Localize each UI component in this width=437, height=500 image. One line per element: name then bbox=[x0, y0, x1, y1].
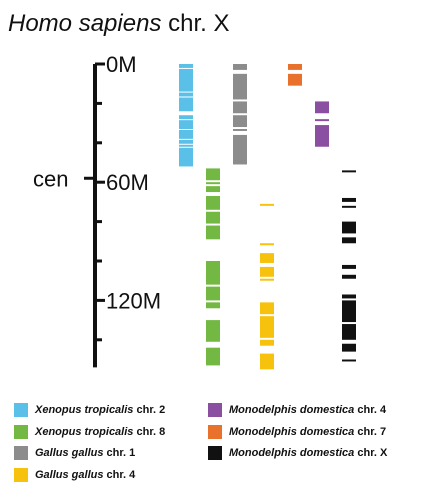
synteny-block bbox=[233, 64, 247, 70]
synteny-block bbox=[179, 139, 193, 144]
synteny-block bbox=[342, 205, 356, 208]
synteny-block bbox=[260, 339, 274, 346]
synteny-block bbox=[233, 73, 247, 100]
synteny-block bbox=[260, 243, 274, 246]
synteny-block bbox=[315, 101, 329, 114]
synteny-block bbox=[342, 197, 356, 202]
synteny-block bbox=[288, 73, 302, 86]
synteny-block bbox=[342, 294, 356, 299]
synteny-block bbox=[342, 343, 356, 352]
synteny-block bbox=[206, 211, 220, 224]
legend-item-xtrop2: Xenopus tropicalis chr. 2 bbox=[14, 403, 165, 417]
synteny-block bbox=[260, 302, 274, 315]
synteny-block bbox=[342, 359, 356, 362]
axis-tick-label: 60M bbox=[106, 170, 149, 195]
track-mdom4 bbox=[315, 101, 329, 147]
synteny-block bbox=[342, 237, 356, 244]
track-xtrop8 bbox=[206, 168, 220, 366]
synteny-block bbox=[206, 320, 220, 342]
synteny-block bbox=[206, 195, 220, 210]
legend-swatch bbox=[208, 446, 222, 460]
legend-species: Monodelphis domestica bbox=[229, 404, 355, 416]
legend-species: Gallus gallus bbox=[35, 468, 104, 481]
centromere-label: cen bbox=[33, 166, 68, 191]
synteny-block bbox=[233, 134, 247, 165]
title-species: Homo sapiens bbox=[8, 10, 162, 37]
synteny-block bbox=[206, 182, 220, 185]
legend-species: Monodelphis domestica bbox=[229, 447, 355, 459]
axis-tick-label: 120M bbox=[106, 288, 161, 313]
synteny-block bbox=[179, 115, 193, 120]
synteny-block bbox=[179, 97, 193, 112]
synteny-block bbox=[179, 92, 193, 97]
synteny-block bbox=[233, 101, 247, 114]
legend-chromosome: chr. 4 bbox=[103, 468, 136, 481]
synteny-block bbox=[260, 316, 274, 338]
figure-title: Homo sapiens chr. X bbox=[8, 10, 229, 38]
synteny-ideogram: 0M 60M 120M cen bbox=[33, 52, 356, 370]
legend-swatch bbox=[14, 467, 28, 482]
synteny-block bbox=[342, 264, 356, 269]
legend-item-xtrop8: Xenopus tropicalis chr. 8 bbox=[14, 424, 166, 439]
synteny-block bbox=[206, 186, 220, 193]
synteny-block bbox=[233, 115, 247, 128]
legend-species: Gallus gallus bbox=[35, 447, 104, 459]
synteny-block bbox=[288, 64, 302, 70]
synteny-block bbox=[260, 266, 274, 277]
legend-swatch bbox=[208, 403, 222, 417]
synteny-block bbox=[206, 286, 220, 301]
legend-chromosome: chr. 1 bbox=[103, 447, 136, 459]
legend-swatch bbox=[14, 403, 28, 417]
synteny-block bbox=[179, 144, 193, 147]
track-gallus1 bbox=[233, 64, 247, 165]
synteny-block bbox=[206, 225, 220, 240]
legend-item-mdom7: Monodelphis domestica chr. 7 bbox=[208, 424, 387, 439]
legend-species: Monodelphis domestica bbox=[229, 425, 355, 438]
legend-item-mdomX: Monodelphis domestica chr. X bbox=[208, 446, 387, 460]
track-xtrop2 bbox=[179, 64, 193, 167]
synteny-block bbox=[206, 261, 220, 285]
synteny-block bbox=[260, 253, 274, 263]
synteny-block bbox=[179, 68, 193, 92]
synteny-block bbox=[233, 129, 247, 131]
synteny-block bbox=[179, 147, 193, 167]
synteny-block bbox=[179, 129, 193, 139]
legend-swatch bbox=[14, 424, 28, 439]
track-mdomX bbox=[342, 170, 356, 362]
synteny-block bbox=[342, 221, 356, 234]
legend-chromosome: chr. X bbox=[354, 447, 388, 459]
legend-chromosome: chr. 8 bbox=[133, 425, 166, 438]
synteny-block bbox=[342, 300, 356, 323]
synteny-block bbox=[342, 274, 356, 279]
track-gallus4 bbox=[260, 203, 274, 370]
legend-chromosome: chr. 4 bbox=[354, 404, 387, 416]
legend-chromosome: chr. 7 bbox=[354, 425, 387, 438]
synteny-block bbox=[260, 278, 274, 281]
track-mdom7 bbox=[288, 64, 302, 86]
synteny-block bbox=[315, 125, 329, 147]
synteny-block bbox=[260, 203, 274, 206]
synteny-block bbox=[206, 168, 220, 181]
legend-item-gallus1: Gallus gallus chr. 1 bbox=[14, 446, 135, 460]
synteny-block bbox=[179, 64, 193, 68]
axis-tick-label: 0M bbox=[106, 52, 137, 77]
legend-item-gallus4: Gallus gallus chr. 4 bbox=[14, 467, 136, 482]
legend-item-mdom4: Monodelphis domestica chr. 4 bbox=[208, 403, 386, 417]
title-chromosome: chr. X bbox=[168, 10, 230, 37]
legend-swatch bbox=[208, 424, 222, 439]
legend-swatch bbox=[14, 446, 28, 460]
synteny-block bbox=[342, 324, 356, 340]
synteny-block bbox=[315, 119, 329, 122]
legend-species: Xenopus tropicalis bbox=[35, 425, 134, 438]
synteny-block bbox=[206, 302, 220, 309]
synteny-block bbox=[260, 353, 274, 370]
synteny-block bbox=[342, 170, 356, 173]
legend-chromosome: chr. 2 bbox=[133, 404, 166, 416]
legend-species: Xenopus tropicalis bbox=[35, 404, 134, 416]
synteny-block bbox=[206, 347, 220, 366]
synteny-block bbox=[179, 120, 193, 130]
